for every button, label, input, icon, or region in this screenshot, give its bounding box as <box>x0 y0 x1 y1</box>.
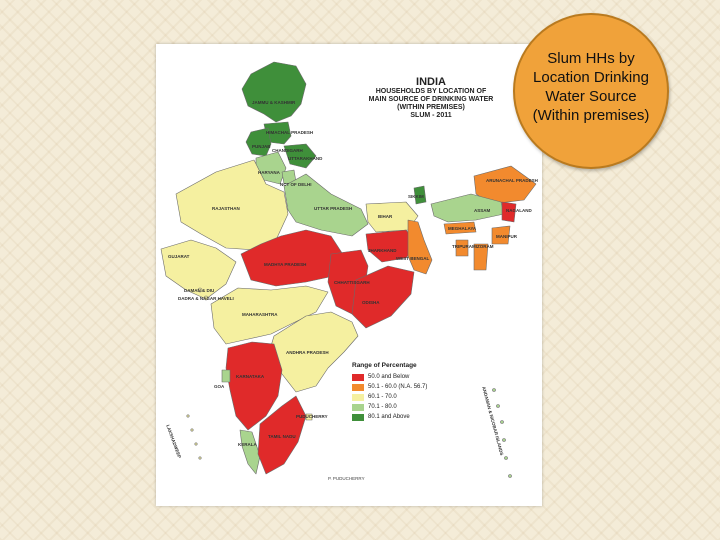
label-dd: DAMAN & DIU <box>184 288 215 293</box>
label-mn: MANIPUR <box>496 234 517 239</box>
label-ch: CHANDIGARH <box>272 148 303 153</box>
legend-swatch <box>352 393 364 401</box>
region-andaman-1[interactable] <box>492 388 496 392</box>
region-uttar-pradesh[interactable] <box>283 173 369 237</box>
legend-swatch <box>352 373 364 381</box>
map-title-line2: HOUSEHOLDS BY LOCATION OF <box>375 88 487 95</box>
label-cg: CHHATTISGARH <box>334 280 370 285</box>
label-tr: TRIPURA <box>452 244 472 249</box>
region-andaman-2[interactable] <box>496 404 500 408</box>
region-lakshadweep-1[interactable] <box>186 414 190 418</box>
label-bh: BIHAR <box>378 214 393 219</box>
region-jammu-kashmir[interactable] <box>241 61 307 123</box>
region-karnataka[interactable] <box>225 341 283 431</box>
legend-label: 70.1 - 80.0 <box>368 404 397 410</box>
region-assam[interactable] <box>430 193 505 223</box>
india-map <box>160 61 537 478</box>
label-hr: HARYANA <box>258 170 280 175</box>
label-kl: KERALA <box>238 442 257 447</box>
region-odisha[interactable] <box>351 265 415 329</box>
legend-item: 50.1 - 60.0 (N.A. 56.7) <box>352 382 482 392</box>
label-dl: NCT OF DELHI <box>280 182 312 187</box>
label-wb: WEST BENGAL <box>396 256 430 261</box>
label-go: GOA <box>214 384 225 389</box>
map-credit: P. PUDUCHERRY <box>328 476 365 481</box>
label-jk: JAMMU & KASHMIR <box>252 100 296 105</box>
map-title: INDIA HOUSEHOLDS BY LOCATION OF MAIN SOU… <box>346 76 516 120</box>
region-meghalaya[interactable] <box>443 221 477 235</box>
region-jharkhand[interactable] <box>365 229 419 263</box>
label-mz: MIZORAM <box>472 244 494 249</box>
legend-label: 80.1 and Above <box>368 414 410 420</box>
label-nl: NAGALAND <box>506 208 532 213</box>
map-title-line3: MAIN SOURCE OF DRINKING WATER <box>368 96 494 103</box>
label-rj: RAJASTHAN <box>212 206 240 211</box>
label-ka: KARNATAKA <box>236 374 265 379</box>
label-ap: ANDHRA PRADESH <box>286 350 329 355</box>
region-manipur[interactable] <box>491 225 511 245</box>
region-mizoram[interactable] <box>473 243 489 271</box>
region-tripura[interactable] <box>455 239 469 257</box>
region-uttarakhand[interactable] <box>283 143 317 169</box>
label-tn: TAMIL NADU <box>268 434 296 439</box>
callout-text: Slum HHs by Location Drinking Water Sour… <box>532 50 650 124</box>
region-gujarat[interactable] <box>160 239 237 300</box>
region-kerala[interactable] <box>239 429 261 475</box>
region-lakshadweep-2[interactable] <box>190 428 194 432</box>
label-jh: JHARKHAND <box>368 248 397 253</box>
region-sikkim[interactable] <box>413 185 427 205</box>
label-as: ASSAM <box>474 208 491 213</box>
map-frame: INDIA HOUSEHOLDS BY LOCATION OF MAIN SOU… <box>156 44 542 506</box>
legend-items: 50.0 and Below 50.1 - 60.0 (N.A. 56.7) 60.… <box>352 372 482 422</box>
label-ml: MEGHALAYA <box>448 226 477 231</box>
legend-item: 50.0 and Below <box>352 372 482 382</box>
label-od: ODISHA <box>362 300 380 305</box>
label-dn: DADRA & NAGAR HAVELI <box>178 296 234 301</box>
label-sk: SIKKIM <box>408 194 424 199</box>
legend-swatch <box>352 413 364 421</box>
region-andaman-4[interactable] <box>502 438 506 442</box>
map-title-line1: INDIA <box>416 76 446 88</box>
legend-label: 60.1 - 70.0 <box>368 394 397 400</box>
region-west-bengal[interactable] <box>407 219 433 275</box>
legend-item: 70.1 - 80.0 <box>352 402 482 412</box>
legend-swatch <box>352 383 364 391</box>
region-lakshadweep-3[interactable] <box>194 442 198 446</box>
region-andaman-6[interactable] <box>508 474 512 478</box>
map-title-line5: SLUM - 2011 <box>410 112 452 119</box>
legend-label: 50.1 - 60.0 (N.A. 56.7) <box>368 384 428 390</box>
region-rajasthan[interactable] <box>175 159 289 251</box>
label-mh: MAHARASHTRA <box>242 312 278 317</box>
map-title-line4: (WITHIN PREMISES) <box>397 104 465 111</box>
region-goa[interactable] <box>221 369 231 383</box>
region-lakshadweep-4[interactable] <box>198 456 202 460</box>
map-legend: Range of Percentage 50.0 and Below 50.1 -… <box>352 362 482 422</box>
region-daman-diu[interactable] <box>197 287 203 293</box>
label-gj: GUJARAT <box>168 254 190 259</box>
region-arunachal[interactable] <box>473 165 537 205</box>
label-py: PUDUCHERRY <box>296 414 328 419</box>
label-mp: MADHYA PRADESH <box>264 262 307 267</box>
region-tamil-nadu[interactable] <box>257 395 307 475</box>
region-dadra-nagar-haveli[interactable] <box>203 295 209 301</box>
legend-label: 50.0 and Below <box>368 374 410 380</box>
label-pb: PUNJAB <box>252 144 271 149</box>
legend-title: Range of Percentage <box>352 362 417 369</box>
label-up: UTTAR PRADESH <box>314 206 353 211</box>
region-andaman-5[interactable] <box>504 456 508 460</box>
region-puducherry[interactable] <box>305 413 313 421</box>
label-uk: UTTARAKHAND <box>288 156 323 161</box>
legend-swatch <box>352 403 364 411</box>
region-nagaland[interactable] <box>501 201 517 223</box>
label-hp: HIMACHAL PRADESH <box>266 130 314 135</box>
legend-item: 80.1 and Above <box>352 412 482 422</box>
label-ar: ARUNACHAL PRADESH <box>486 178 538 183</box>
legend-item: 60.1 - 70.0 <box>352 392 482 402</box>
callout-bubble: Slum HHs by Location Drinking Water Sour… <box>513 13 669 169</box>
region-andaman-3[interactable] <box>500 420 504 424</box>
